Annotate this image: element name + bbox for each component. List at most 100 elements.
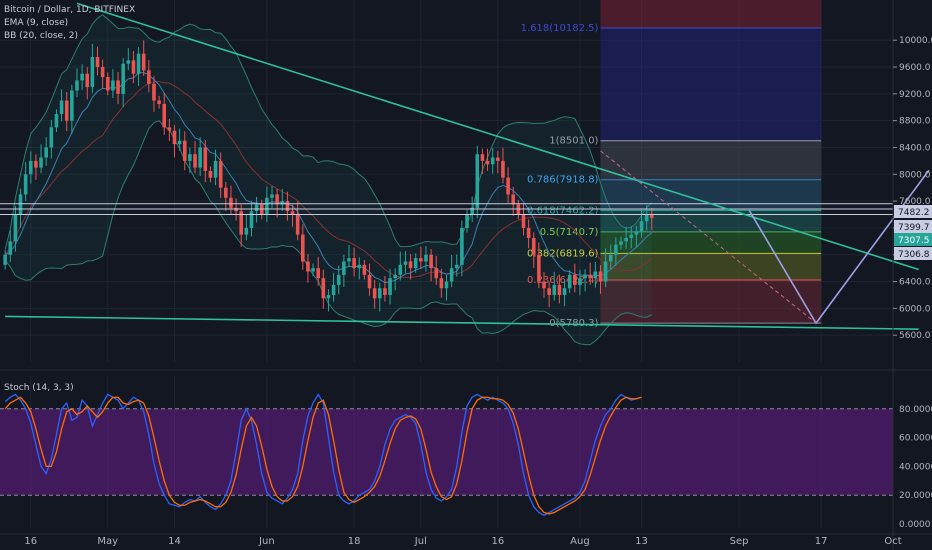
candle <box>285 201 290 212</box>
x-tick-label: Sep <box>730 536 749 547</box>
candle <box>644 214 649 222</box>
candle <box>475 154 480 208</box>
stoch-label[interactable]: Stoch (14, 3, 3) <box>4 383 74 393</box>
fib-zone <box>600 253 822 281</box>
candle <box>619 241 623 245</box>
candle <box>629 234 634 238</box>
candle <box>444 281 449 289</box>
y-tick-label: 9200.0 <box>899 90 931 100</box>
fib-label: 1.618(10182.5) <box>521 23 599 34</box>
candle <box>552 284 557 295</box>
candle <box>23 174 28 195</box>
fib-label: 0.786(7918.8) <box>527 175 599 186</box>
candle <box>136 53 141 74</box>
candle <box>460 227 464 265</box>
candle <box>537 254 541 282</box>
candle <box>85 73 90 88</box>
candle <box>34 160 38 168</box>
x-tick-label: 16 <box>24 536 37 547</box>
drawings[interactable] <box>0 2 930 330</box>
candle <box>316 268 320 279</box>
candle <box>8 241 13 255</box>
candle <box>603 261 608 282</box>
candle <box>147 70 151 84</box>
candle <box>182 140 187 161</box>
candle <box>116 80 120 94</box>
trendline <box>5 315 919 330</box>
candle <box>639 221 644 232</box>
candle <box>162 103 167 128</box>
candle <box>496 157 500 161</box>
trendline <box>76 2 919 271</box>
bb-upper <box>4 14 653 250</box>
candle <box>593 271 598 279</box>
y-tick-label: 8400.0 <box>899 143 931 153</box>
price-tag <box>894 233 932 246</box>
price-tag-label: 7306.8 <box>898 250 930 260</box>
candle <box>280 201 285 205</box>
x-tick-label: Aug <box>570 536 590 547</box>
candle <box>239 211 244 235</box>
candle <box>321 278 326 299</box>
candle <box>44 147 48 158</box>
candle <box>531 237 536 255</box>
price-tag-label: 7482.2 <box>898 208 930 218</box>
candle <box>398 264 403 275</box>
candle <box>424 254 428 262</box>
y-tick-label: 6400.0 <box>899 278 931 288</box>
candle <box>547 288 551 295</box>
candle <box>193 154 197 168</box>
candle <box>557 284 562 295</box>
candle <box>172 130 177 145</box>
candle <box>501 160 505 178</box>
candle <box>126 60 131 64</box>
x-tick-label: 18 <box>348 536 361 547</box>
candle <box>59 100 64 114</box>
candle <box>434 268 439 279</box>
fib-label: 1(8501.0) <box>549 136 598 147</box>
candle <box>213 160 218 178</box>
fib-extension[interactable]: 1.618(10182.5) 1(8501.0) 0.786(7918.8) 0.61… <box>521 0 822 329</box>
candle <box>372 288 377 299</box>
candle <box>54 113 59 128</box>
fib-label: 0.236(6422.4) <box>527 275 599 286</box>
stoch-tick-label: 60.0000 <box>899 434 932 444</box>
candle <box>249 211 254 228</box>
bb-label[interactable]: BB (20, close, 2) <box>4 31 79 41</box>
candle <box>583 274 587 279</box>
candle <box>203 147 208 171</box>
ema-label[interactable]: EMA (9, close) <box>4 18 69 28</box>
candle <box>562 288 567 295</box>
candle <box>511 194 516 205</box>
candle <box>465 214 469 228</box>
candle <box>347 258 351 262</box>
x-tick-label: 17 <box>815 536 828 547</box>
fib-zone <box>600 140 822 180</box>
candle <box>177 140 182 145</box>
candle <box>167 127 172 131</box>
fib-label: 0.5(7140.7) <box>540 227 599 238</box>
fib-label: 0.382(6819.6) <box>527 248 599 259</box>
price-tag <box>894 247 932 260</box>
candle <box>521 214 526 228</box>
candle <box>367 274 372 289</box>
candle <box>95 56 100 68</box>
candle <box>490 157 495 165</box>
candle <box>64 100 69 121</box>
candle <box>598 271 603 282</box>
candle <box>331 284 336 295</box>
candle <box>403 261 408 265</box>
candle <box>105 77 110 91</box>
candle <box>131 60 136 74</box>
candle <box>429 254 433 269</box>
candle <box>224 187 228 198</box>
y-tick-label: 5600.0 <box>899 331 931 341</box>
x-tick-label: Jul <box>414 536 427 547</box>
candle <box>526 227 531 238</box>
price-tag <box>894 205 932 218</box>
symbol-label[interactable]: Bitcoin / Dollar, 1D, BITFINEX <box>4 5 136 15</box>
candle <box>152 83 156 101</box>
candle <box>413 258 418 269</box>
